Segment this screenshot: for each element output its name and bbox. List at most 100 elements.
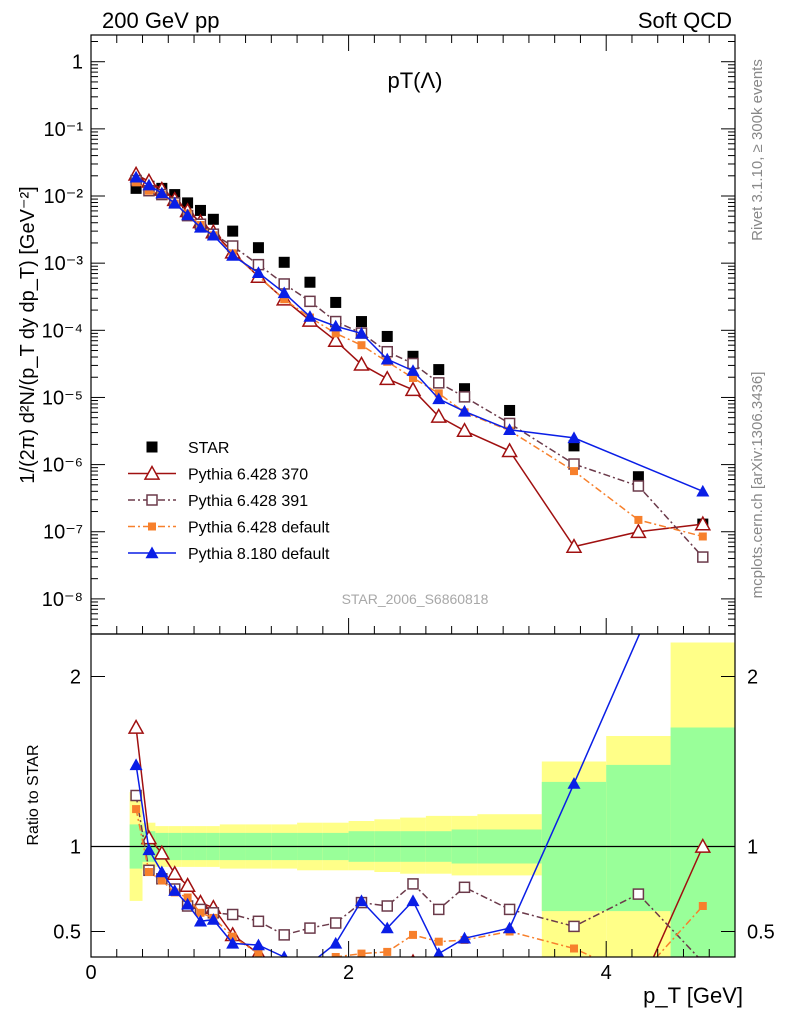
plot-frames: [90, 34, 736, 958]
point-4-17: [503, 423, 517, 435]
ratio-point-0-12: [354, 970, 368, 983]
y-axis-label-main: 1/(2π) d²N/(p_T dy dp_T) [GeV⁻²]: [17, 186, 39, 483]
ratio-point-1-9: [278, 929, 290, 941]
point-4-6: [206, 228, 220, 241]
ratio-point-3-15: [433, 947, 445, 957]
legend-marker-0: [146, 441, 158, 453]
ratio-point-2-14: [409, 930, 417, 939]
ratio-point-2-4: [183, 893, 192, 902]
ratio-point-2-18: [570, 944, 578, 953]
ratio-point-2-15: [434, 937, 443, 946]
ratio-point-3-10: [303, 957, 316, 969]
point-1-12: [353, 355, 370, 371]
legend-marker-4: [145, 546, 159, 559]
ratio-point-3-0: [129, 758, 143, 771]
point-1-19: [630, 523, 647, 539]
legend-marker-2: [146, 494, 158, 506]
ratio-point-3-4: [181, 897, 195, 910]
ratio-plot-series: [127, 634, 712, 989]
ratio-point-0-0: [127, 718, 145, 734]
ratio-point-2-19: [634, 973, 642, 981]
legend: STAR Pythia 6.428 370 Pythia 6.428 391 Pyth…: [128, 440, 330, 563]
point-0-11: [330, 296, 342, 308]
ratio-point-0-11: [329, 964, 343, 977]
point-4-3: [168, 196, 182, 209]
data-uncertainty-band: [129, 642, 735, 957]
legend-item-3: Pythia 6.428 default: [128, 520, 330, 537]
band-inner-19: [606, 764, 671, 912]
ratio-point-1-14: [407, 878, 419, 890]
point-3-10: [331, 329, 340, 338]
ratio-point-3-6: [206, 913, 220, 925]
ratio-y-tick-label-right-1: 1: [747, 837, 758, 859]
x-tick-label-1: 2: [343, 962, 354, 984]
y-tick-label-7: 10⁻¹: [44, 119, 84, 141]
ratio-point-3-12: [354, 894, 368, 907]
point-3-1: [144, 186, 153, 195]
point-3-8: [280, 295, 289, 304]
series-4: [129, 170, 710, 497]
point-0-19: [632, 471, 644, 483]
ratio-point-2-9: [280, 965, 288, 973]
point-3-17: [570, 467, 578, 476]
ratio-point-1-11: [329, 917, 342, 929]
analysis-label: STAR_2006_S6860818: [342, 591, 489, 607]
ratio-point-1-16: [458, 881, 471, 894]
ratio-point-0-9: [277, 962, 291, 975]
legend-item-0: STAR: [146, 440, 229, 457]
point-1-14: [404, 381, 422, 397]
point-4-15: [432, 392, 446, 405]
point-4-14: [406, 364, 420, 376]
ratio-point-0-16: [458, 969, 472, 982]
y-tick-label-3: 10⁻⁵: [42, 387, 83, 409]
ratio-point-3-13: [380, 921, 394, 934]
ratio-point-3-14: [406, 894, 420, 907]
ratio-y-tick-label-left-2: 2: [70, 667, 81, 689]
point-4-1: [142, 178, 156, 191]
point-3-19: [698, 532, 707, 541]
y-axis-label-ratio: Ratio to STAR: [25, 744, 42, 845]
point-1-11: [327, 332, 344, 348]
series-line-1: [135, 173, 703, 548]
category-label: Soft QCD: [637, 8, 732, 33]
ratio-point-0-15: [432, 976, 446, 989]
legend-label-4: Pythia 8.180 default: [188, 546, 330, 563]
point-0-6: [207, 213, 219, 225]
ratio-point-3-16: [458, 931, 472, 944]
point-0-12: [355, 316, 367, 328]
point-0-0: [130, 182, 142, 194]
ratio-point-3-7: [226, 936, 240, 949]
point-4-11: [329, 319, 343, 332]
point-4-2: [155, 186, 169, 199]
ratio-plot-frame: [90, 633, 736, 958]
point-4-19: [696, 484, 710, 497]
legend-marker-1: [143, 464, 161, 480]
energy-process-label: 200 GeV pp: [102, 8, 220, 33]
legend-item-2: Pythia 6.428 391: [128, 493, 308, 510]
plot-title: pT(Λ): [387, 68, 442, 93]
ratio-point-0-17: [503, 967, 517, 980]
point-0-17: [504, 404, 516, 416]
legend-marker-3: [148, 522, 156, 531]
point-0-8: [252, 242, 264, 254]
point-1-16: [456, 422, 473, 438]
point-1-15: [430, 407, 448, 423]
rivet-version-label: Rivet 3.1.10, ≥ 300k events: [749, 59, 766, 241]
y-tick-label-0: 10⁻⁸: [42, 589, 83, 611]
point-2-16: [458, 391, 471, 403]
point-4-18: [567, 431, 581, 444]
point-3-11: [357, 341, 366, 350]
legend-item-1: Pythia 6.428 370: [128, 464, 308, 484]
ratio-point-2-12: [357, 949, 366, 957]
ratio-point-1-19: [632, 888, 645, 900]
ratio-point-0-4: [179, 877, 196, 892]
y-tick-label-4: 10⁻⁴: [42, 320, 83, 342]
ratio-point-2-11: [331, 953, 340, 957]
point-4-8: [251, 266, 265, 278]
axis-ticks: 10⁻⁸ 10⁻⁷ 10⁻⁶ 10⁻⁵ 10⁻⁴ 10⁻³ 10⁻² 10⁻¹ 1 0 2 4 0.5 0…: [42, 35, 775, 984]
ratio-point-2-8: [254, 949, 263, 957]
point-0-18: [568, 440, 580, 452]
ratio-point-1-20: [697, 956, 709, 957]
legend-label-0: STAR: [188, 440, 229, 457]
ratio-point-3-9: [280, 950, 288, 957]
